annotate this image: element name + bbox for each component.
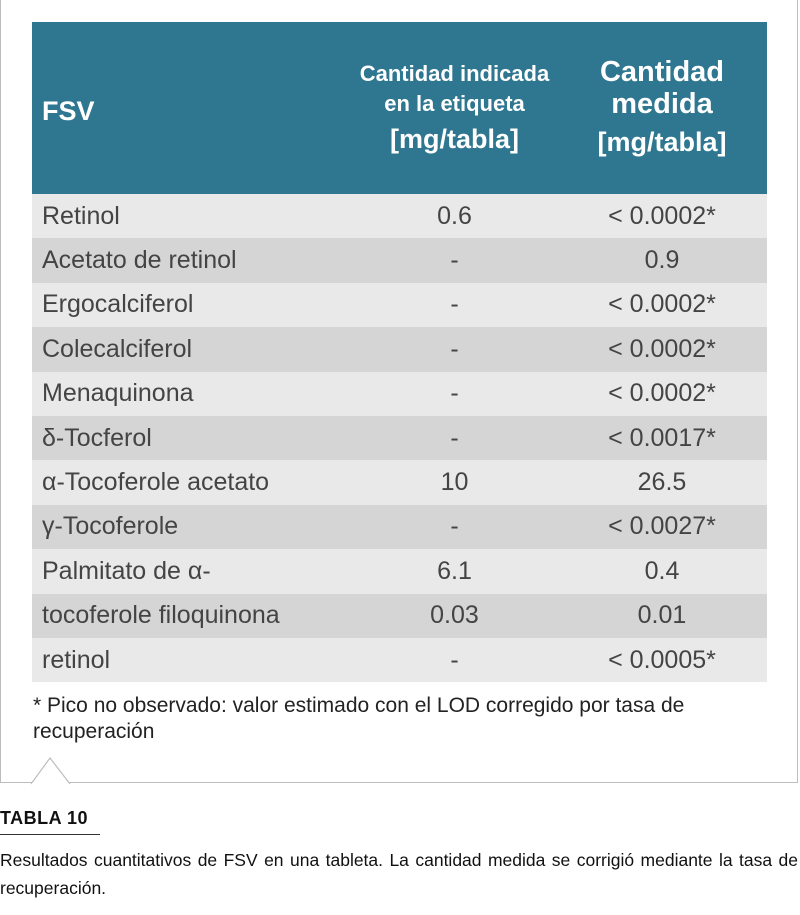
cell-measured-amount: < 0.0017* bbox=[557, 415, 767, 461]
cell-compound: α-Tocoferole acetato bbox=[32, 460, 352, 505]
header-label-amount-unit: [mg/tabla] bbox=[389, 124, 519, 154]
table-row: δ-Tocferol - < 0.0017* bbox=[32, 415, 767, 461]
cell-label-amount: - bbox=[352, 371, 557, 416]
header-measured-amount-unit: [mg/tabla] bbox=[597, 127, 727, 157]
cell-label-amount: - bbox=[352, 282, 557, 328]
cell-compound: δ-Tocferol bbox=[32, 415, 352, 461]
header-label-amount: Cantidad indicada en la etiqueta [mg/tab… bbox=[352, 22, 557, 194]
table-frame bbox=[0, 0, 798, 783]
cell-compound: Ergocalciferol bbox=[32, 282, 352, 328]
table-row: retinol - < 0.0005* bbox=[32, 637, 767, 683]
table-header-row: FSV Cantidad indicada en la etiqueta [mg… bbox=[32, 22, 767, 194]
cell-label-amount: 6.1 bbox=[352, 549, 557, 594]
cell-measured-amount: 0.9 bbox=[557, 238, 767, 283]
cell-measured-amount: < 0.0002* bbox=[557, 194, 767, 239]
cell-compound: γ-Tocoferole bbox=[32, 504, 352, 550]
caption-divider bbox=[0, 834, 100, 835]
header-measured-amount: Cantidad medida [mg/tabla] bbox=[557, 22, 767, 194]
table-footnote: * Pico no observado: valor estimado con … bbox=[33, 694, 685, 743]
cell-label-amount: - bbox=[352, 415, 557, 461]
cell-measured-amount: 0.4 bbox=[557, 549, 767, 594]
results-table: FSV Cantidad indicada en la etiqueta [mg… bbox=[32, 22, 767, 683]
cell-label-amount: - bbox=[352, 238, 557, 283]
cell-measured-amount: < 0.0002* bbox=[557, 327, 767, 372]
header-label-amount-title: Cantidad indicada en la etiqueta bbox=[359, 61, 550, 116]
cell-label-amount: - bbox=[352, 637, 557, 683]
table-row: Menaquinona - < 0.0002* bbox=[32, 371, 767, 416]
table-body: Retinol 0.6 < 0.0002* Acetato de retinol -0.… bbox=[32, 194, 767, 683]
table-row: Colecalciferol - < 0.0002* bbox=[32, 327, 767, 372]
cell-measured-amount: 0.01 bbox=[557, 593, 767, 638]
cell-measured-amount: < 0.0027* bbox=[557, 504, 767, 550]
cell-measured-amount: < 0.0002* bbox=[557, 371, 767, 416]
cell-compound: Retinol bbox=[32, 194, 352, 239]
table-row: Palmitato de α- 6.1 0.4 bbox=[32, 549, 767, 594]
header-fsv: FSV bbox=[32, 22, 352, 194]
cell-compound: Menaquinona bbox=[32, 371, 352, 416]
results-table-container: FSV Cantidad indicada en la etiqueta [mg… bbox=[32, 22, 767, 683]
cell-label-amount: 0.03 bbox=[352, 593, 557, 638]
caption-text: Resultados cuantitativos de FSV en una t… bbox=[0, 850, 798, 898]
table-row: Ergocalciferol - < 0.0002* bbox=[32, 282, 767, 328]
table-row: α-Tocoferole acetato 10 26.5 bbox=[32, 460, 767, 505]
table-row: Retinol 0.6 < 0.0002* bbox=[32, 194, 767, 239]
cell-measured-amount: < 0.0005* bbox=[557, 637, 767, 683]
cell-label-amount: - bbox=[352, 327, 557, 372]
cell-measured-amount: 26.5 bbox=[557, 460, 767, 505]
table-row: tocoferole filoquinona 0.03 0.01 bbox=[32, 593, 767, 638]
cell-label-amount: 0.6 bbox=[352, 194, 557, 239]
caption-title: TABLA 10 bbox=[0, 808, 89, 828]
frame-pointer bbox=[31, 757, 71, 785]
cell-compound: retinol bbox=[32, 637, 352, 683]
table-row: Acetato de retinol -0.9 bbox=[32, 238, 767, 283]
table-row: γ-Tocoferole - < 0.0027* bbox=[32, 504, 767, 550]
cell-label-amount: - bbox=[352, 504, 557, 550]
cell-label-amount: 10 bbox=[352, 460, 557, 505]
cell-measured-amount: < 0.0002* bbox=[557, 282, 767, 328]
cell-compound: tocoferole filoquinona bbox=[32, 593, 352, 638]
header-measured-amount-title: Cantidad medida bbox=[599, 56, 725, 120]
cell-compound: Colecalciferol bbox=[32, 327, 352, 372]
cell-compound: Palmitato de α- bbox=[32, 549, 352, 594]
cell-compound: Acetato de retinol bbox=[32, 238, 352, 283]
